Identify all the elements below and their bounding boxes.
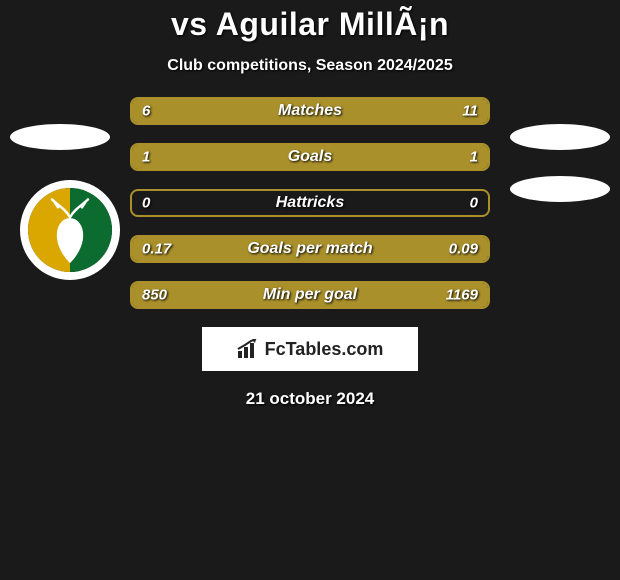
fctables-label: FcTables.com <box>265 339 384 360</box>
player-silhouette-left <box>10 124 110 150</box>
page-title: vs Aguilar MillÃ¡n <box>0 0 620 43</box>
stats-bars: 611Matches11Goals00Hattricks0.170.09Goal… <box>130 97 490 309</box>
bar-fill-left <box>132 99 460 123</box>
stat-bar: 8501169Min per goal <box>130 281 490 309</box>
stat-bar: 0 0Hattricks <box>130 189 490 217</box>
fctables-badge: FcTables.com <box>202 327 418 371</box>
player-silhouette-right-1 <box>510 124 610 150</box>
chart-icon <box>237 339 259 359</box>
date: 21 october 2024 <box>0 389 620 409</box>
bar-value-left: 850 <box>142 287 167 304</box>
bar-fill-right <box>310 145 488 169</box>
bar-value-right: 1169 <box>446 287 478 304</box>
stat-bar: 11Goals <box>130 143 490 171</box>
bar-value-right: 0 <box>470 195 478 212</box>
bar-value-right: 11 <box>462 103 478 120</box>
player-silhouette-right-2 <box>510 176 610 202</box>
bar-label: Hattricks <box>132 194 488 212</box>
bar-value-right: 0.09 <box>449 241 478 258</box>
subtitle: Club competitions, Season 2024/2025 <box>0 57 620 75</box>
bar-value-left: 6 <box>142 103 150 120</box>
stat-bar: 0.170.09Goals per match <box>130 235 490 263</box>
deer-icon <box>40 197 100 265</box>
bar-fill-left <box>132 145 310 169</box>
bar-value-right: 1 <box>470 149 478 166</box>
club-logo <box>20 180 120 280</box>
bar-value-left: 0.17 <box>142 241 171 258</box>
bar-value-left: 1 <box>142 149 150 166</box>
bar-value-left: 0 <box>142 195 150 212</box>
stat-bar: 611Matches <box>130 97 490 125</box>
